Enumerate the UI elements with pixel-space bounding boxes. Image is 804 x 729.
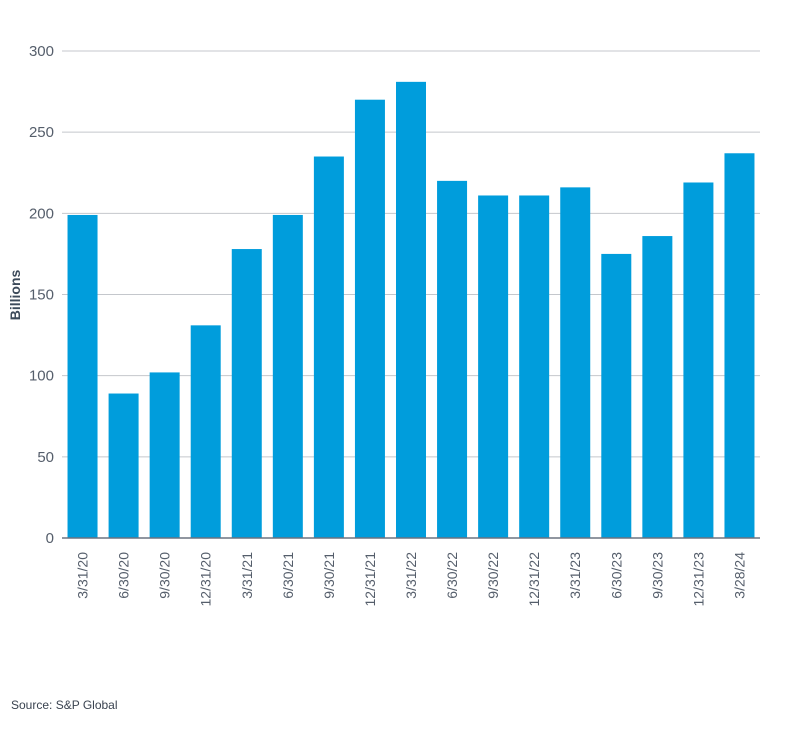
bar (683, 182, 714, 539)
bar (724, 153, 755, 538)
x-tick-label: 6/30/21 (280, 552, 296, 599)
x-tick-label: 6/30/20 (116, 552, 132, 599)
y-tick-label: 200 (29, 205, 54, 222)
y-axis-label: Billions (7, 270, 23, 321)
bar (478, 195, 509, 538)
x-tick-label: 9/30/23 (649, 552, 665, 599)
bar (396, 81, 426, 539)
bar (149, 372, 180, 538)
y-tick-label: 250 (29, 124, 54, 141)
y-tick-label: 150 (29, 287, 54, 304)
bar (108, 393, 139, 538)
bar (354, 99, 385, 538)
x-tick-label: 6/30/23 (608, 552, 624, 599)
source-note: Source: S&P Global (11, 698, 118, 712)
y-tick-label: 300 (29, 43, 54, 60)
bar (519, 195, 550, 538)
bar (67, 214, 98, 538)
y-tick-label: 100 (29, 368, 54, 385)
bars (67, 81, 755, 539)
bar (272, 214, 303, 538)
y-tick-label: 50 (37, 449, 54, 466)
x-tick-label: 9/30/22 (485, 552, 501, 599)
x-tick-label: 3/31/22 (403, 552, 419, 599)
x-tick-label: 6/30/22 (444, 552, 460, 599)
bar (601, 253, 632, 538)
x-tick-label: 12/31/21 (362, 552, 378, 607)
bar (231, 249, 262, 538)
x-tick-label: 3/31/21 (239, 552, 255, 599)
bar (560, 187, 591, 539)
bar (437, 180, 468, 538)
x-tick-label: 3/31/20 (75, 552, 91, 599)
x-tick-label: 9/30/20 (157, 552, 173, 599)
x-axis-ticks: 3/31/20 6/30/20 9/30/20 12/31/20 3/31/21 6/30… (75, 552, 748, 607)
y-tick-label: 0 (46, 530, 54, 547)
x-tick-label: 12/31/22 (526, 552, 542, 607)
x-tick-label: 9/30/21 (321, 552, 337, 599)
bar (642, 236, 673, 538)
x-tick-label: 3/31/23 (567, 552, 583, 599)
bar (313, 156, 344, 538)
y-axis-ticks: 0 50 100 150 200 250 300 (29, 43, 54, 547)
x-tick-label: 12/31/23 (690, 552, 706, 607)
x-tick-label: 12/31/20 (198, 552, 214, 607)
bar (190, 325, 221, 538)
x-tick-label: 3/28/24 (731, 552, 747, 599)
